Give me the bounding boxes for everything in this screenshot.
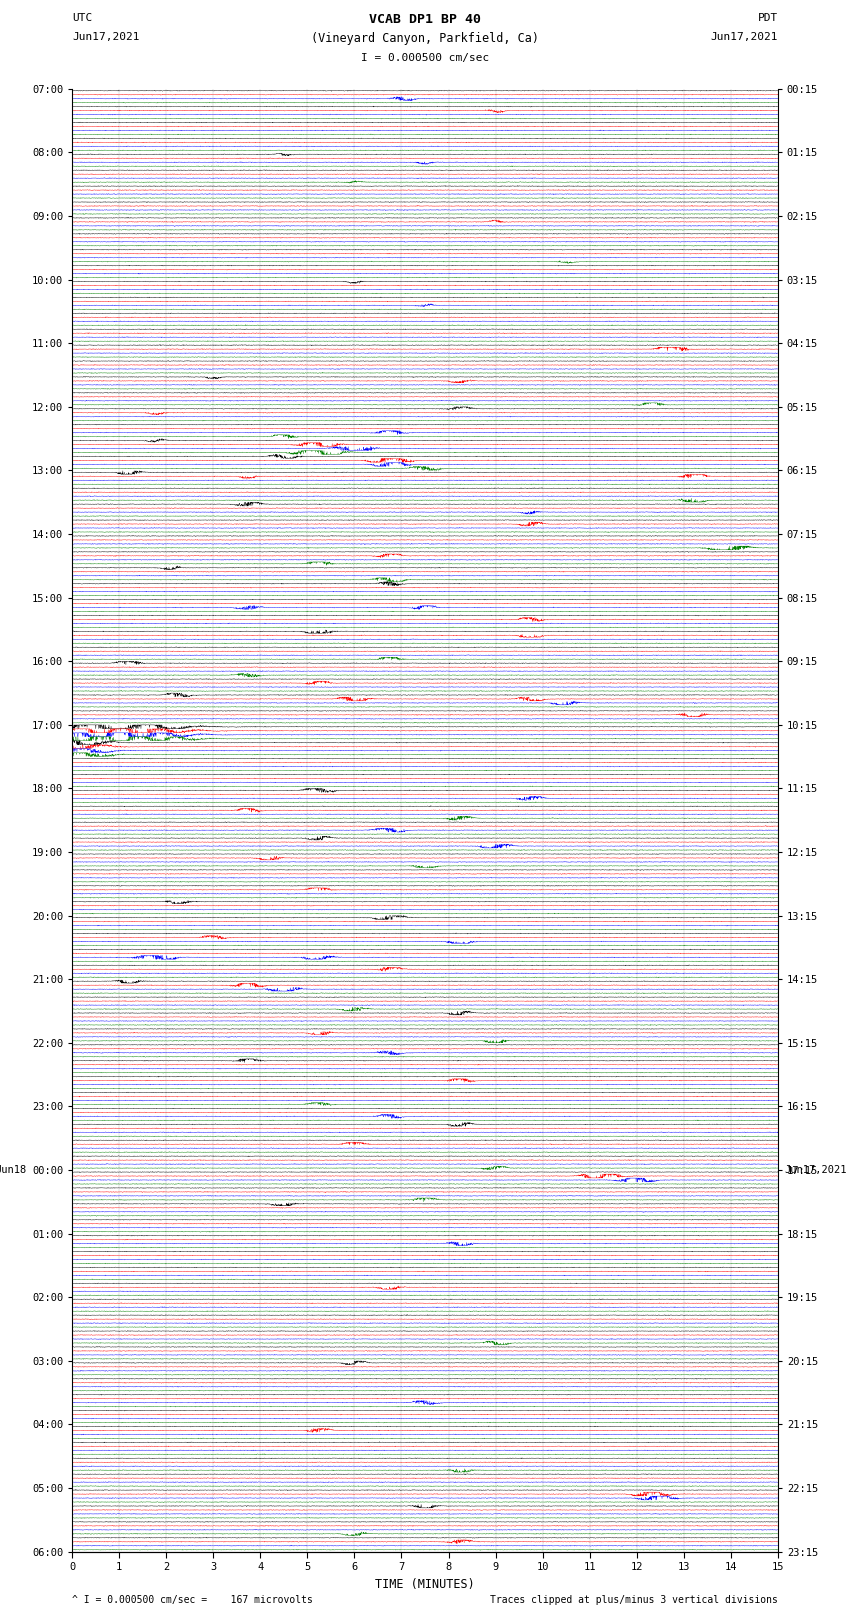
Text: ^ I = 0.000500 cm/sec =    167 microvolts: ^ I = 0.000500 cm/sec = 167 microvolts <box>72 1595 313 1605</box>
Text: Traces clipped at plus/minus 3 vertical divisions: Traces clipped at plus/minus 3 vertical … <box>490 1595 778 1605</box>
Text: Jun17,2021: Jun17,2021 <box>711 32 778 42</box>
Text: UTC: UTC <box>72 13 93 23</box>
Text: Jun17,2021: Jun17,2021 <box>72 32 139 42</box>
Text: Jun18: Jun18 <box>0 1165 27 1174</box>
Text: VCAB DP1 BP 40: VCAB DP1 BP 40 <box>369 13 481 26</box>
X-axis label: TIME (MINUTES): TIME (MINUTES) <box>375 1578 475 1590</box>
Text: PDT: PDT <box>757 13 778 23</box>
Text: Jun17,2021: Jun17,2021 <box>785 1165 847 1174</box>
Text: I = 0.000500 cm/sec: I = 0.000500 cm/sec <box>361 53 489 63</box>
Text: (Vineyard Canyon, Parkfield, Ca): (Vineyard Canyon, Parkfield, Ca) <box>311 32 539 45</box>
